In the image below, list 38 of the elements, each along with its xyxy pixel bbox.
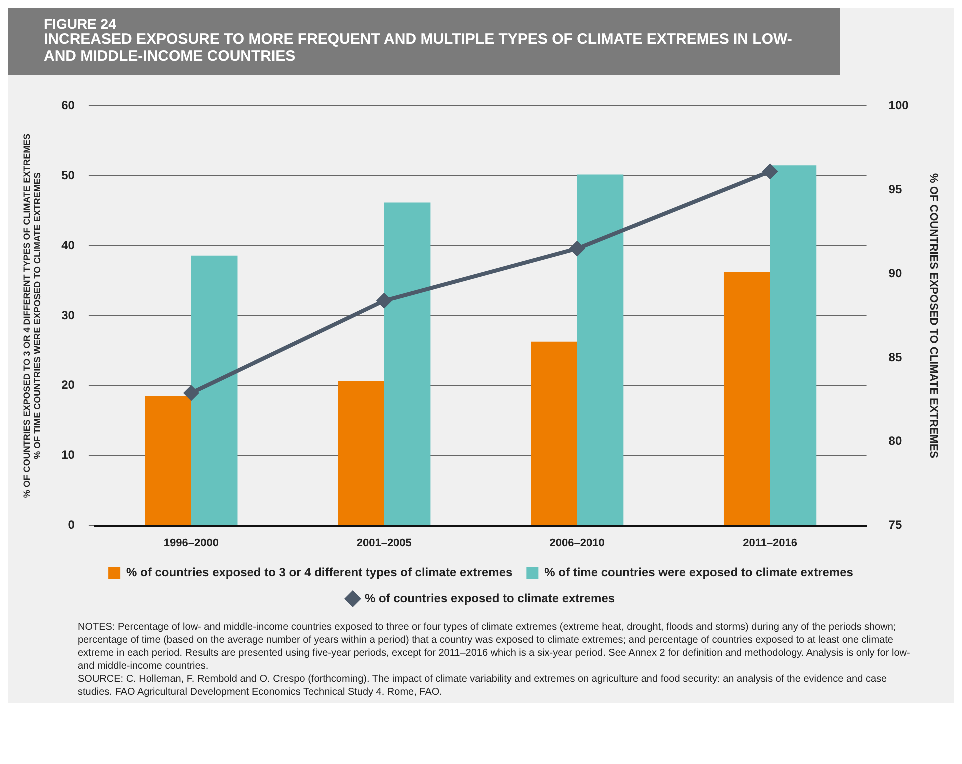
x-tick-label: 2011–2016 — [743, 537, 798, 550]
text: NOTES: Percentage of low- and middle-income countries exposed to three or four types of climate extremes (extreme heat, drought, floods and storms) during any of the periods shown; percentage of time (based on the average number of years within a period) that a country was exposed to climate extremes; and percentage of countries exposed to at least one climate extreme in each period. Results are presented using five-year periods, except for 2011–2016 which is a six-year period. See Annex 2 for definition and methodology. Analysis is only for low- and middle-income countries. — [78, 621, 912, 673]
y-tick-label: 0 — [68, 518, 76, 532]
x-tick-label: 1996–2000 — [164, 537, 219, 550]
bar — [770, 166, 817, 526]
y-tick-label: 20 — [62, 378, 76, 392]
bar — [338, 381, 384, 526]
y2-tick-label: 100 — [888, 98, 910, 113]
bar — [724, 272, 770, 526]
y-axis-title: % OF COUNTRIES EXPOSED TO 3 OR 4 DIFFERENT TYPES OF CLIMATE EXTREMES % OF TIME COUNTRIES WERE EXPOSED TO CLIMATE EXTREMES — [22, 134, 43, 498]
y2-axis-title: % OF COUNTRIES EXPOSED TO CLIMATE EXTREMES — [927, 173, 940, 459]
y2-tick-label: 95 — [888, 182, 902, 196]
bar — [577, 174, 624, 526]
y-tick-label: 10 — [62, 448, 76, 462]
x-tick-label: 2006–2010 — [550, 537, 605, 550]
chart-title: FIGURE 24 — [44, 16, 118, 32]
legend-label: % of time countries were exposed to climate extremes — [544, 565, 854, 580]
point — [376, 292, 392, 309]
point — [569, 240, 586, 257]
point — [762, 164, 778, 180]
y2-tick-label: 85 — [888, 350, 902, 364]
y2-tick-label: 80 — [888, 434, 902, 448]
y2-tick-label: 75 — [888, 518, 902, 532]
y-tick-label: 40 — [62, 238, 76, 252]
bar — [145, 396, 192, 526]
source-note: SOURCE: C. Holleman, F. Rembold and O. Crespo (forthcoming). The impact of climate variability and extremes on agriculture and food security: an analysis of the evidence and case studies. FAO Agricultural Development Economics Technical Study 4. Rome, FAO. — [78, 673, 888, 699]
legend-label: % of countries exposed to 3 or 4 different types of climate extremes — [126, 565, 513, 580]
x-tick-label: 2001–2005 — [356, 537, 412, 550]
bar — [531, 342, 578, 526]
bar — [191, 256, 238, 526]
point — [183, 385, 200, 402]
y-tick-label: 60 — [62, 98, 76, 113]
y-tick-label: 30 — [62, 308, 76, 322]
chart-subtitle: INCREASED EXPOSURE TO MORE FREQUENT AND MULTIPLE TYPES OF CLIMATE EXTREMES IN LOW- AND MIDDLE-INCOME COUNTRIES — [44, 31, 794, 65]
y2-tick-label: 90 — [888, 266, 902, 280]
legend-label: % of countries exposed to climate extremes — [364, 591, 616, 606]
y-tick-label: 50 — [62, 168, 76, 182]
bar — [384, 202, 431, 526]
